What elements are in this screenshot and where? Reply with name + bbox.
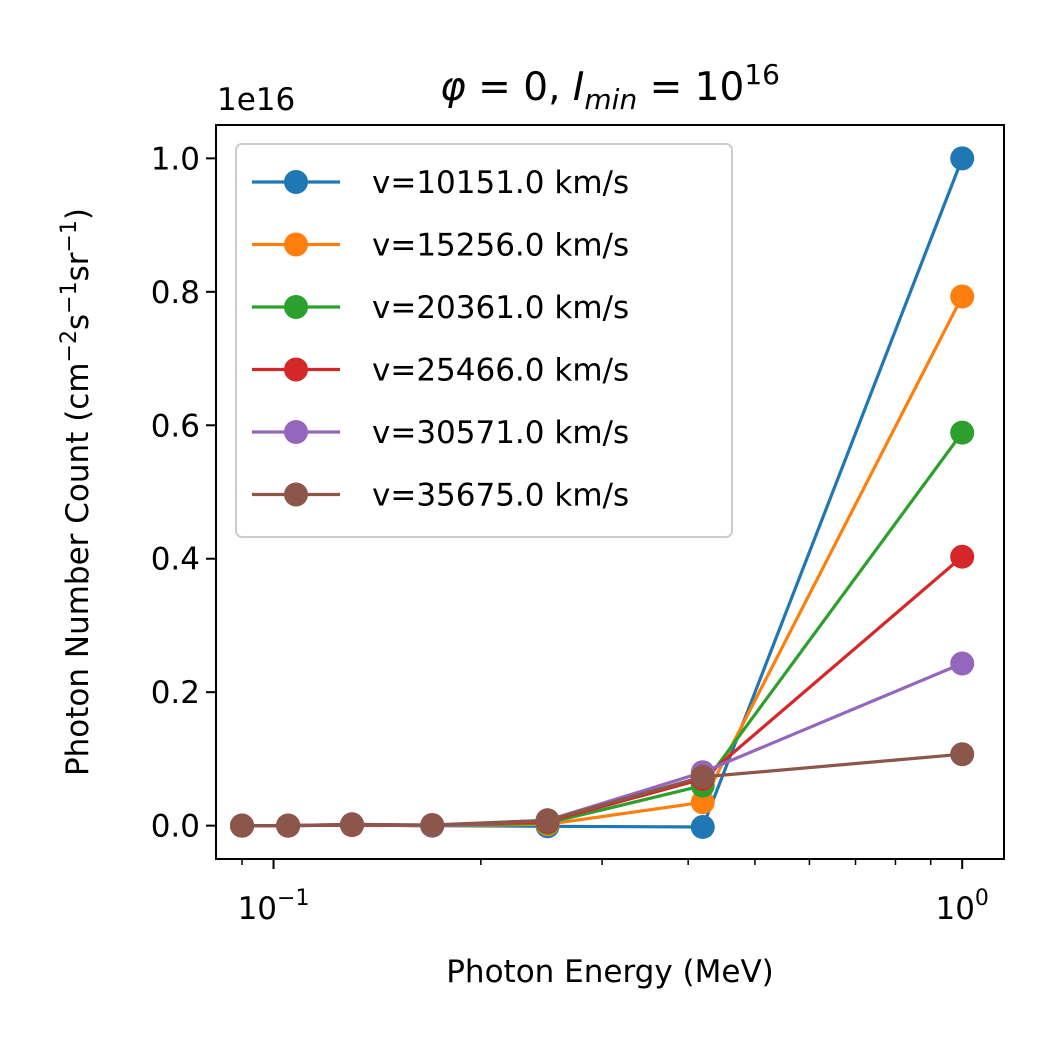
legend-item: v=15256.0 km/s: [252, 228, 629, 264]
data-point: [420, 812, 445, 837]
data-point: [950, 651, 975, 676]
y-offset-label: 1e16: [217, 82, 295, 118]
plot-area: [230, 146, 975, 839]
legend-label: v=10151.0 km/s: [372, 165, 629, 201]
x-tick-label: 10−1: [238, 886, 310, 927]
legend-marker: [284, 232, 308, 257]
chart-title: φ = 0, Imin = 1016: [440, 58, 780, 116]
legend-item: v=35675.0 km/s: [252, 478, 629, 514]
y-tick-label: 0.6: [151, 408, 200, 444]
axis-ticks: 0.0 0.2 0.4 0.6 0.8 1.0 10−1 100: [151, 141, 989, 927]
x-tick-label: 100: [935, 886, 988, 927]
legend-label: v=25466.0 km/s: [372, 353, 629, 389]
y-tick-label: 1.0: [151, 141, 200, 177]
y-axis-label: Photon Number Count (cm−2s−1sr−1): [57, 208, 96, 776]
data-point: [950, 284, 975, 309]
legend-item: v=10151.0 km/s: [252, 165, 629, 201]
y-tick-label: 0.8: [151, 275, 200, 311]
series-6: [230, 742, 975, 838]
legend-box: [235, 143, 733, 538]
legend-item: v=20361.0 km/s: [252, 290, 629, 326]
data-point: [950, 742, 975, 767]
legend-label: v=35675.0 km/s: [372, 478, 629, 514]
data-point: [535, 808, 560, 833]
legend-item: v=30571.0 km/s: [252, 415, 629, 451]
legend-item: v=25466.0 km/s: [252, 353, 629, 389]
y-tick-label: 0.2: [151, 675, 200, 711]
y-tick-label: 0.0: [151, 809, 200, 845]
legend-label: v=30571.0 km/s: [372, 415, 629, 451]
data-point: [950, 420, 975, 445]
legend-marker: [284, 482, 308, 507]
data-point: [690, 790, 715, 815]
data-point: [690, 764, 715, 789]
legend-marker: [284, 295, 308, 319]
data-point: [950, 146, 975, 171]
data-point: [230, 813, 255, 838]
legend: v=10151.0 km/s v=15256.0 km/s v=20361.0 km…: [235, 143, 733, 538]
legend-marker: [284, 357, 308, 382]
legend-label: v=20361.0 km/s: [372, 290, 629, 326]
data-point: [340, 812, 365, 837]
data-point: [950, 544, 975, 569]
legend-marker: [284, 420, 308, 444]
x-axis-label: Photon Energy (MeV): [446, 954, 774, 990]
legend-label: v=15256.0 km/s: [372, 228, 629, 264]
legend-marker: [284, 170, 308, 194]
axes-frame: [215, 124, 1005, 860]
data-point: [276, 813, 301, 838]
y-tick-label: 0.4: [151, 542, 200, 578]
data-point: [690, 814, 715, 839]
